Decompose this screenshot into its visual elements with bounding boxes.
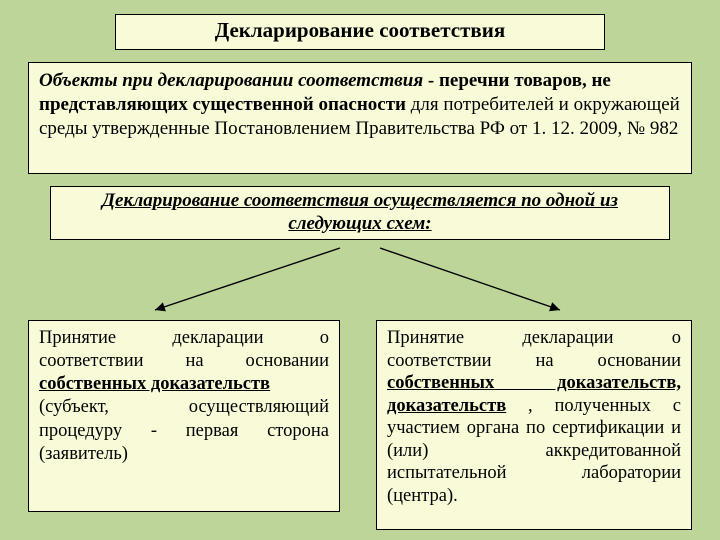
left-p2: (субъект, осуществляющий процедуру - пер… — [39, 397, 329, 463]
schemes-heading: Декларирование соответствия осуществляет… — [102, 190, 618, 234]
right-p1a: Принятие декларации о соответствии на ос… — [387, 328, 681, 371]
intro-box: Объекты при декларировании соответствия … — [28, 62, 692, 174]
intro-dash: - — [423, 70, 439, 91]
left-p1u: собственных доказательств — [39, 374, 270, 394]
right-scheme-box: Принятие декларации о соответствии на ос… — [376, 320, 692, 530]
title-text: Декларирование соответствия — [215, 18, 505, 42]
title-box: Декларирование соответствия — [115, 14, 605, 50]
schemes-box: Декларирование соответствия осуществляет… — [50, 186, 670, 240]
intro-lead: Объекты при декларировании соответствия — [39, 70, 423, 91]
left-p1a: Принятие декларации о соответствии на ос… — [39, 328, 329, 371]
left-scheme-box: Принятие декларации о соответствии на ос… — [28, 320, 340, 512]
